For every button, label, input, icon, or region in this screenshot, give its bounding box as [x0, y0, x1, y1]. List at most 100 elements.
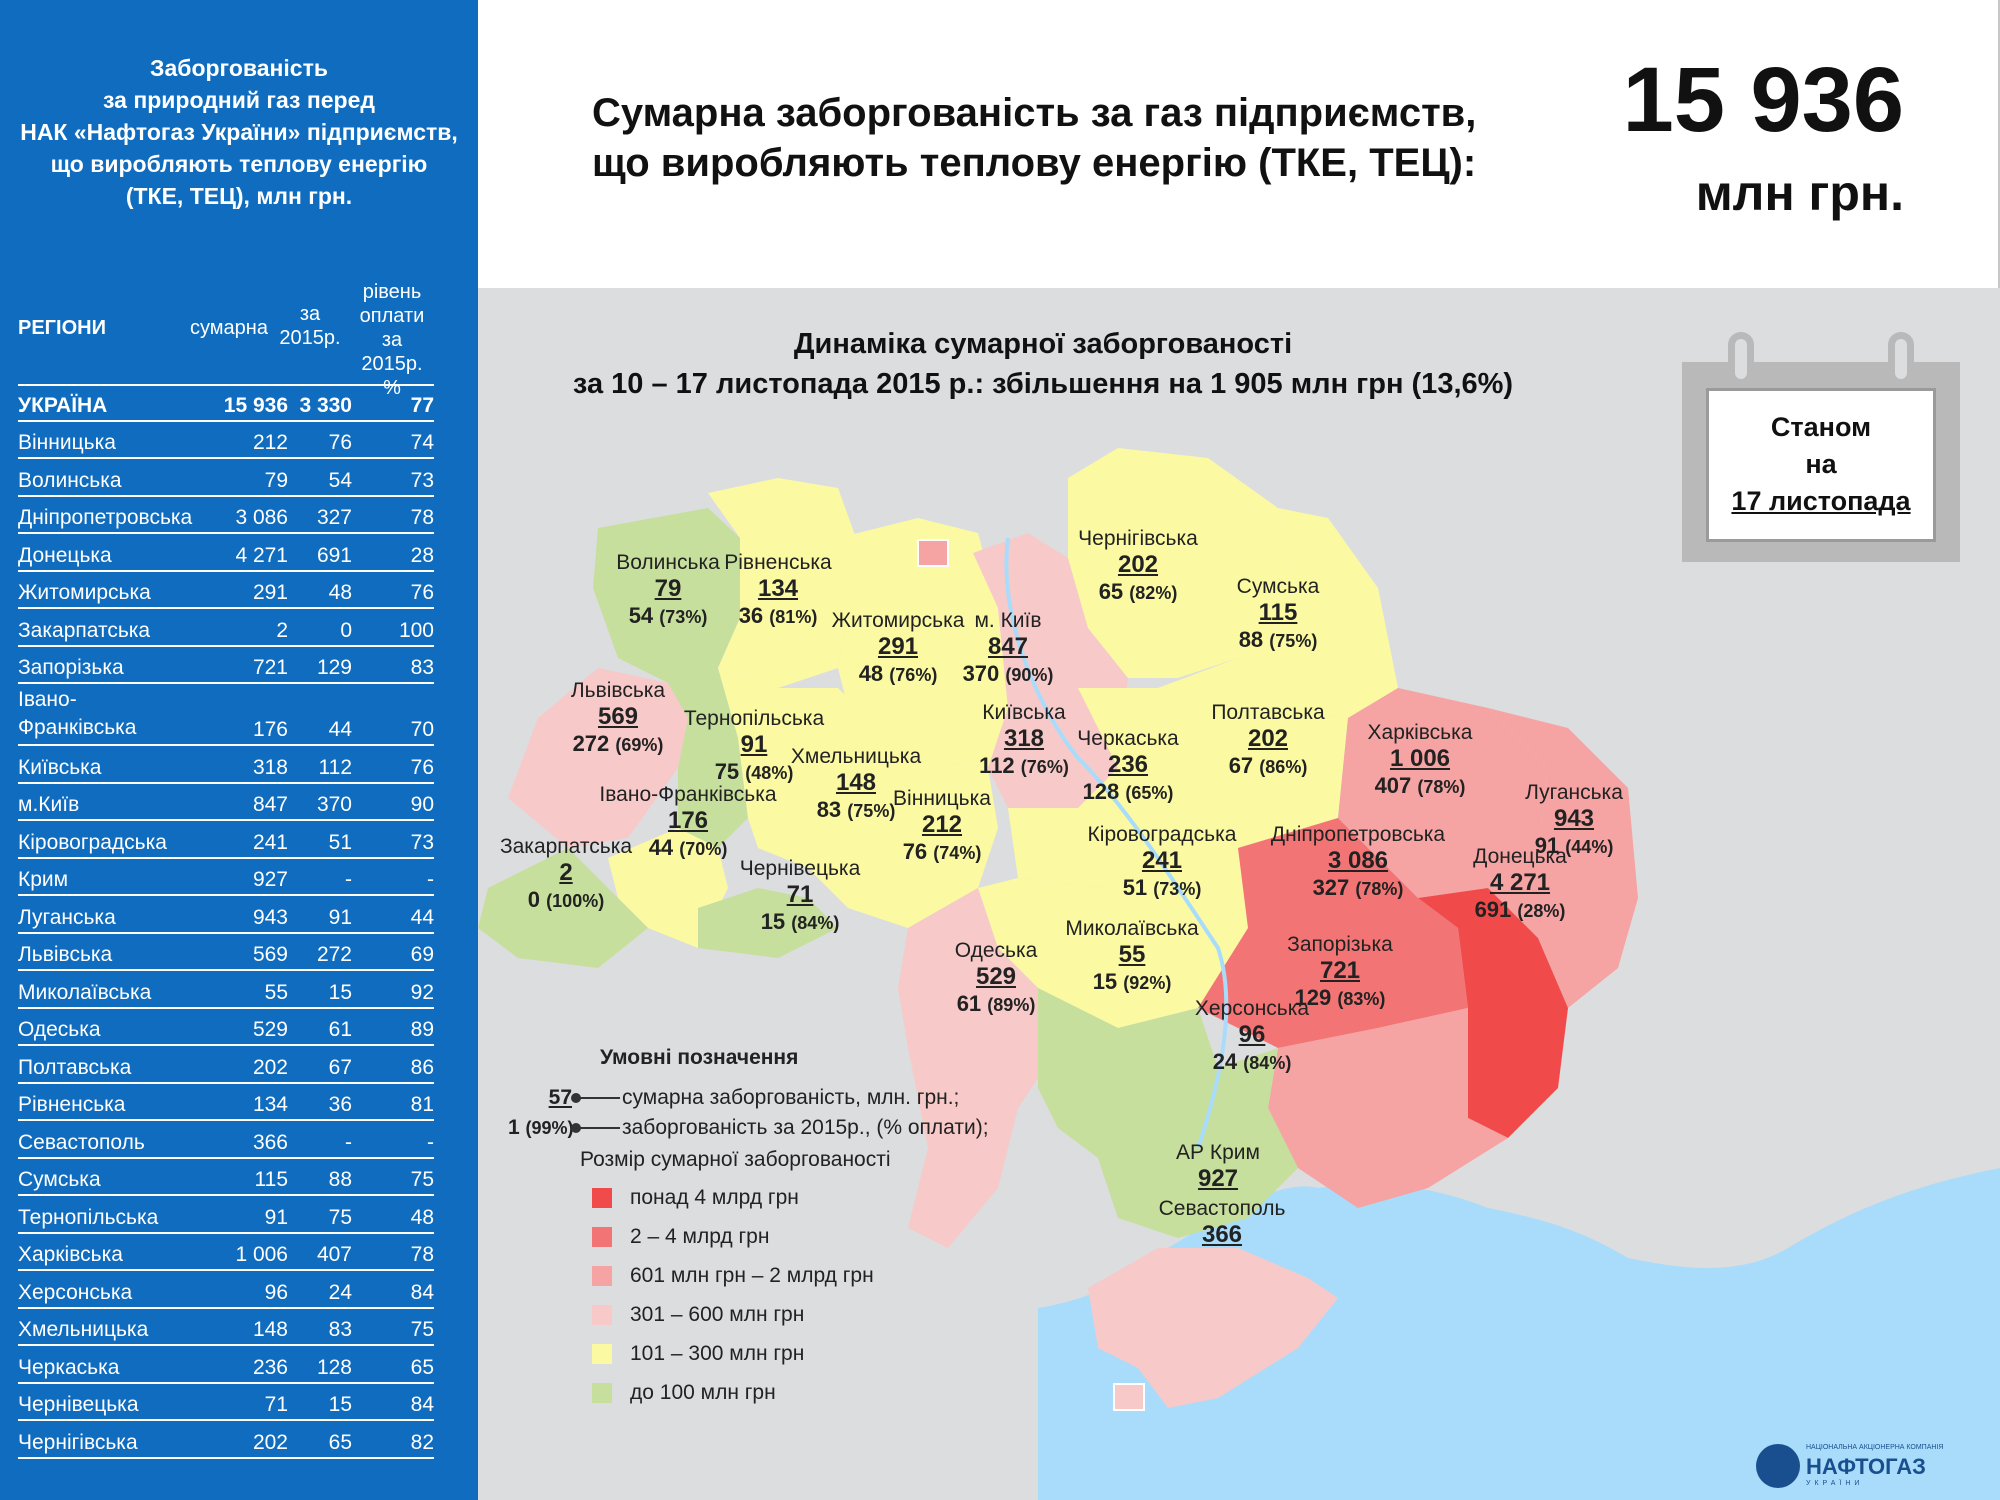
region-label-dnipro: Дніпропетровська 3 086 327 (78%)	[1248, 822, 1468, 903]
region-2015: 112 (76%)	[979, 753, 1069, 778]
region-label-kyiv: Київська 318 112 (76%)	[914, 700, 1134, 781]
row-2015: 128	[316, 1355, 352, 1379]
row-sum: 529	[252, 1018, 288, 1041]
region-sum: 2	[559, 859, 573, 886]
row-rate: -	[427, 1130, 434, 1154]
region-vinnytsia	[808, 688, 998, 928]
row-2015: 88	[328, 1168, 352, 1191]
row-2015: 24	[328, 1280, 352, 1304]
region-name: м. Київ	[974, 609, 1042, 632]
region-2015: 48 (76%)	[858, 661, 938, 686]
ukraine-map	[478, 448, 2000, 1500]
region-label-zakarpattia: Закарпатська 2 0 (100%)	[478, 834, 676, 915]
row-rate: 82	[410, 1430, 434, 1454]
row-sum: 721	[252, 656, 288, 679]
region-name: Харківська	[1367, 721, 1473, 744]
header-2015: за 2015р.	[279, 303, 341, 349]
table-row: Хмельницька 148 83 75	[18, 1309, 434, 1346]
region-label-odesa: Одеська 529 61 (89%)	[886, 938, 1106, 1019]
row-sum: 212	[252, 431, 288, 454]
legend-swatch	[592, 1266, 612, 1286]
region-name: Закарпатська	[499, 835, 633, 858]
table-header: РЕГІОНИ сумарна за 2015р. рівень оплати …	[0, 280, 478, 399]
region-rivne	[708, 478, 856, 688]
row-sum: 4 271	[235, 543, 288, 567]
row-rate: 89	[410, 1018, 434, 1041]
dnipro-river	[1004, 537, 1229, 1149]
region-label-kirovohrad: Кіровоградська 241 51 (73%)	[1052, 822, 1272, 903]
row-sum: 91	[264, 1205, 288, 1229]
row-rate: 70	[410, 718, 434, 741]
row-2015: 3 330	[299, 393, 352, 417]
region-lviv	[508, 668, 688, 848]
table-row: Волинська 79 54 73	[18, 459, 434, 497]
region-2015: 327 (78%)	[1312, 875, 1404, 900]
row-rate: 75	[410, 1168, 434, 1191]
table-row: Київська 318 112 76	[18, 746, 434, 784]
row-sum: 236	[252, 1355, 288, 1379]
row-2015: 370	[316, 793, 352, 816]
row-rate: 84	[410, 1393, 434, 1416]
row-name: Рівненська	[18, 1093, 126, 1116]
region-zakarpattia	[478, 848, 648, 968]
region-name: Полтавська	[1211, 701, 1325, 724]
region-label-rivne: Рівненська 134 36 (81%)	[668, 550, 888, 631]
region-label-zhytomyr: Житомирська 291 48 (76%)	[788, 608, 1008, 689]
region-label-chernihiv: Чернігівська 202 65 (82%)	[1028, 526, 1248, 607]
row-sum: 96	[264, 1280, 288, 1304]
row-2015: 327	[316, 506, 352, 529]
table-row: Черкаська 236 128 65	[18, 1346, 434, 1384]
region-2015: 61 (89%)	[956, 991, 1036, 1016]
region-2015: 67 (86%)	[1228, 753, 1308, 778]
row-sum: 927	[252, 868, 288, 891]
region-name: Чернівецька	[739, 857, 861, 880]
region-sum: 212	[921, 811, 963, 838]
region-name: Донецька	[1473, 845, 1567, 868]
row-sum: 291	[252, 581, 288, 604]
row-rate: 69	[410, 943, 434, 966]
row-sum: 176	[252, 718, 288, 741]
table-row: Миколаївська 55 15 92	[18, 971, 434, 1009]
region-sum: 91	[740, 731, 768, 758]
region-sum: 176	[667, 807, 709, 834]
row-name: Тернопільська	[18, 1205, 159, 1229]
row-sum: 115	[254, 1168, 288, 1191]
region-sum: 569	[597, 703, 639, 730]
row-sum: 15 936	[223, 393, 288, 417]
row-name: Волинська	[18, 468, 122, 492]
region-chernihiv	[1068, 448, 1298, 678]
legend-item: до 100 млн грн	[592, 1381, 776, 1405]
row-sum: 366	[252, 1130, 288, 1154]
row-2015: 75	[328, 1205, 352, 1229]
row-rate: 84	[410, 1280, 434, 1304]
region-name: Кіровоградська	[1087, 823, 1237, 846]
legend-item: 2 – 4 млрд грн	[592, 1225, 769, 1249]
header: Сумарна заборгованість за газ підприємст…	[478, 0, 2000, 288]
region-2015: 76 (74%)	[902, 839, 982, 864]
region-2015: 83 (75%)	[816, 797, 896, 822]
table-row: Івано-Франківська 176 44 70	[18, 684, 434, 746]
region-label-volyn: Волинська 79 54 (73%)	[558, 550, 778, 631]
left-panel: Заборгованість за природний газ перед НА…	[0, 0, 478, 1500]
region-name: Севастополь	[1158, 1197, 1286, 1220]
region-sum: 115	[1258, 599, 1298, 626]
row-name: Закарпатська	[18, 618, 151, 642]
row-rate: 92	[410, 980, 434, 1004]
row-sum: 148	[252, 1318, 288, 1341]
row-2015: 272	[316, 943, 352, 966]
legend-item: понад 4 млрд грн	[592, 1186, 799, 1210]
region-name: Миколаївська	[1065, 917, 1199, 940]
region-label-luhansk: Луганська 943 91 (44%)	[1464, 780, 1684, 861]
table-row: Донецька 4 271 691 28	[18, 534, 434, 572]
header-title: Сумарна заборгованість за газ підприємст…	[592, 91, 1477, 185]
region-sum: 318	[1003, 725, 1045, 752]
row-sum: 2	[276, 618, 288, 642]
region-sum: 847	[987, 633, 1029, 660]
row-sum: 943	[252, 905, 288, 929]
table-row: Чернівецька 71 15 84	[18, 1384, 434, 1421]
legend-size-title: Розмір сумарної заборгованості	[580, 1148, 891, 1171]
region-sum: 148	[835, 769, 877, 796]
region-2015: 370 (90%)	[962, 661, 1054, 686]
region-name: Львівська	[570, 679, 666, 702]
region-sum: 366	[1201, 1221, 1243, 1248]
